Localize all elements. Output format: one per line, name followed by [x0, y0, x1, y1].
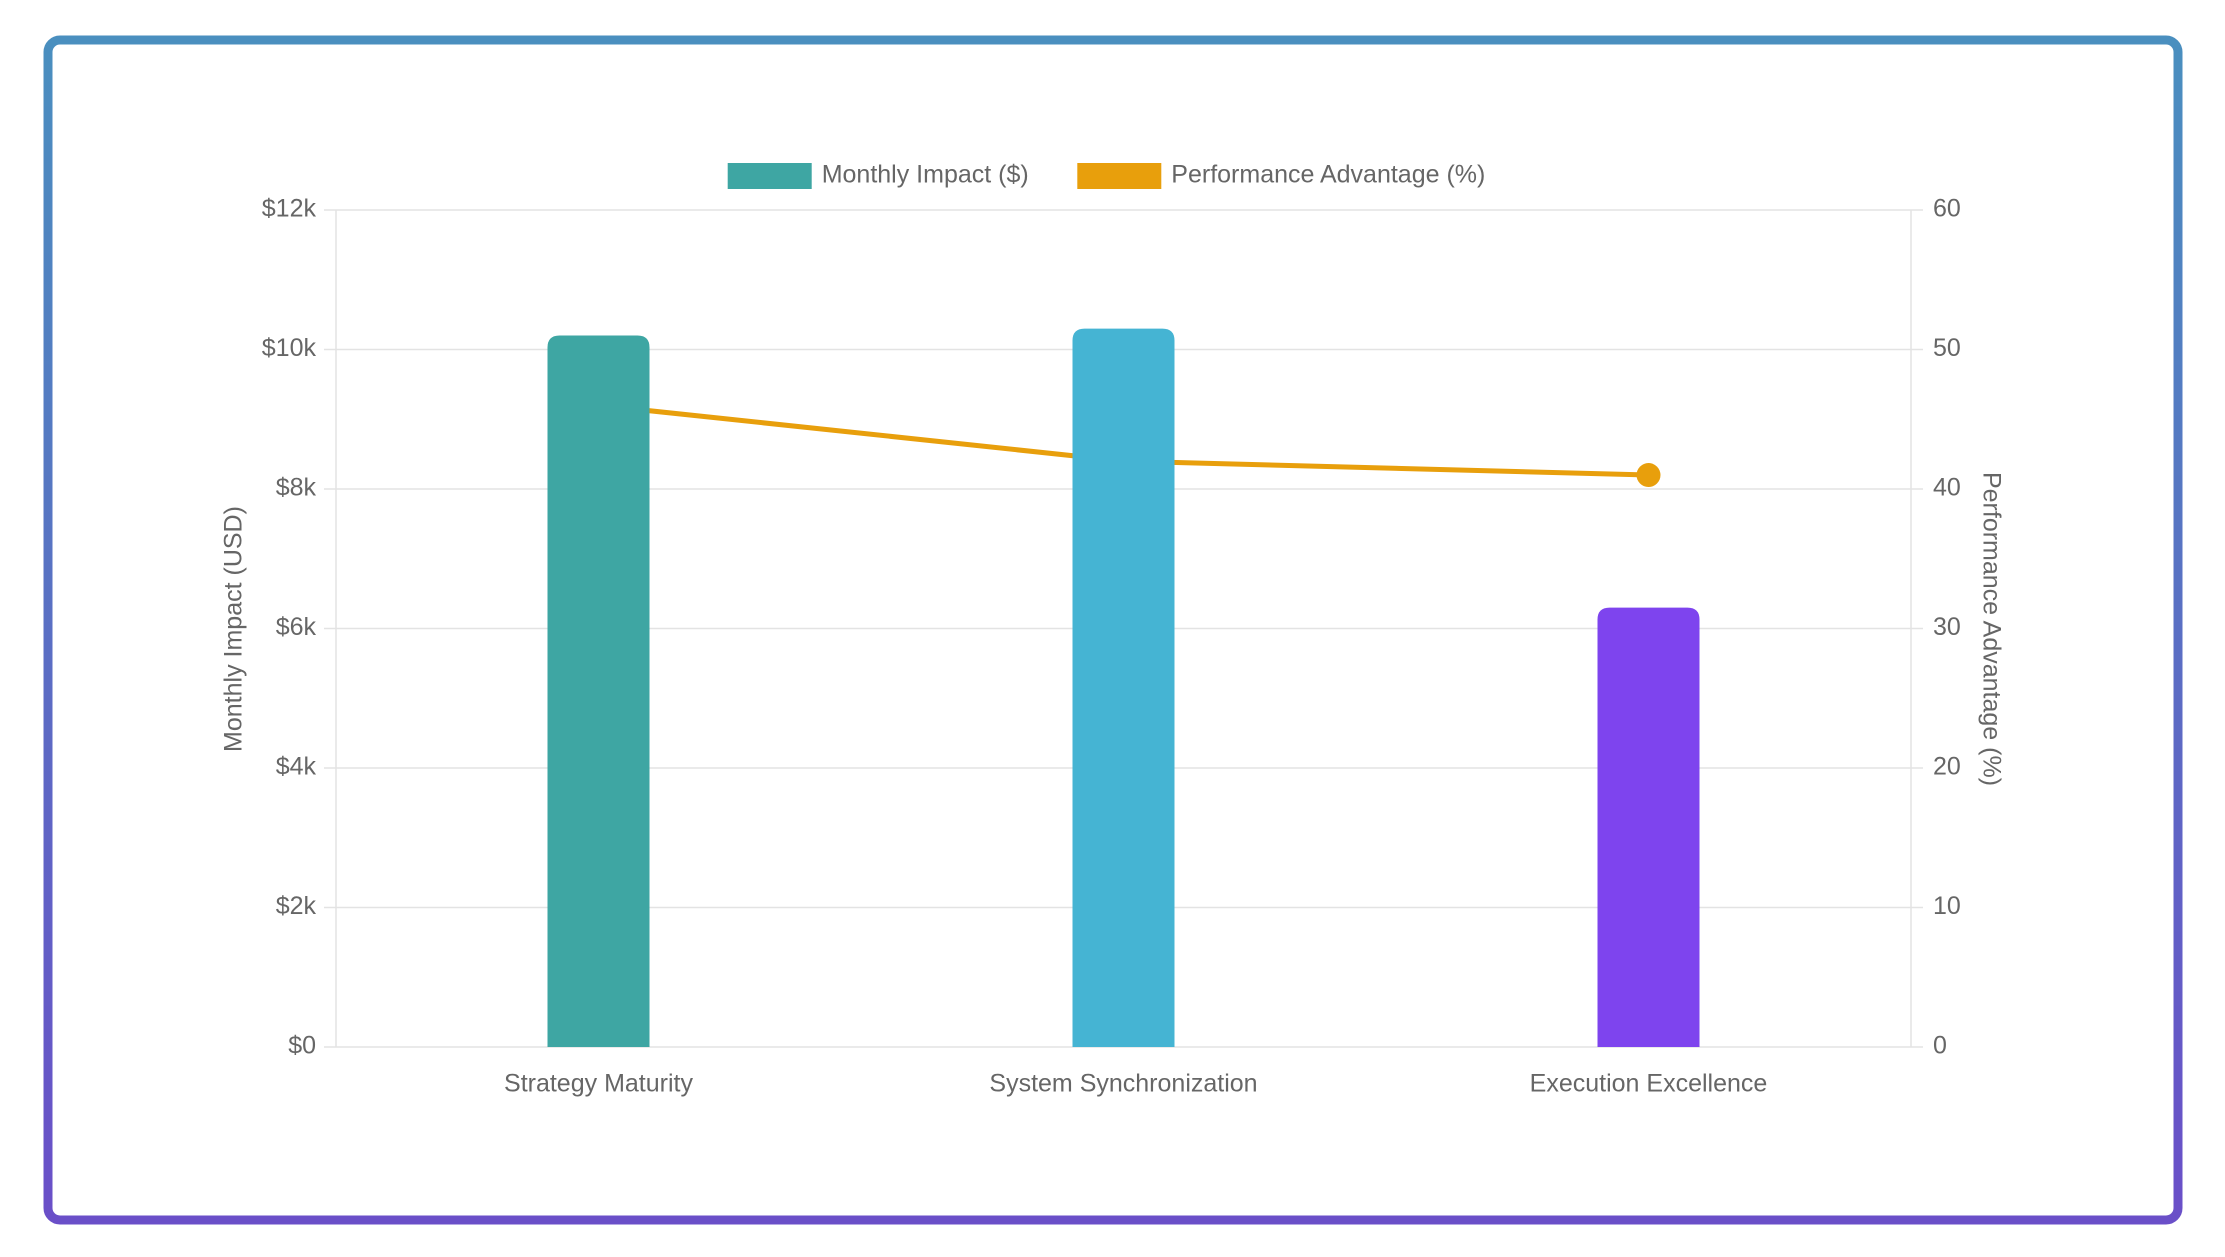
bar: [1072, 328, 1175, 1047]
legend-label: Performance Advantage (%): [1171, 161, 1485, 189]
y-tick-label: $12k: [262, 195, 317, 223]
y-tick-label: $10k: [262, 334, 317, 362]
legend-swatch: [727, 163, 812, 189]
bar: [1597, 607, 1700, 1047]
y-tick-label: $2k: [276, 892, 317, 920]
y2-axis-title: Performance Advantage (%): [1977, 472, 2005, 786]
y2-tick-label: 60: [1933, 195, 1961, 223]
y-axis-title: Monthly Impact (USD): [220, 506, 248, 752]
y-tick-label: $4k: [276, 753, 317, 781]
y-tick-label: $6k: [276, 613, 317, 641]
legend-label: Monthly Impact ($): [822, 161, 1029, 189]
y2-tick-label: 50: [1933, 334, 1961, 362]
y2-tick-label: 20: [1933, 753, 1961, 781]
y2-tick-label: 0: [1933, 1032, 1947, 1060]
x-tick-label: Execution Excellence: [1530, 1070, 1768, 1098]
x-tick-label: System Synchronization: [989, 1070, 1257, 1098]
x-tick-label: Strategy Maturity: [504, 1070, 693, 1098]
bar: [547, 335, 650, 1047]
y-tick-label: $0: [288, 1032, 316, 1060]
y-tick-label: $8k: [276, 474, 317, 502]
legend-swatch: [1077, 163, 1162, 189]
y2-tick-label: 10: [1933, 892, 1961, 920]
y2-tick-label: 40: [1933, 474, 1961, 502]
line-point: [1636, 463, 1661, 488]
y2-tick-label: 30: [1933, 613, 1961, 641]
